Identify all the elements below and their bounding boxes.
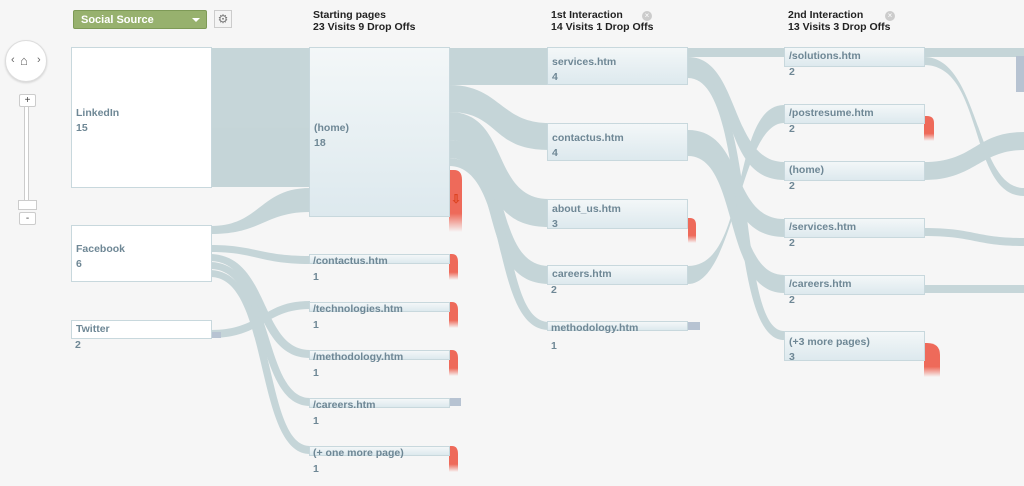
page-node-more-pages[interactable]: (+3 more pages) 3 bbox=[784, 331, 925, 363]
node-label: /services.htm bbox=[789, 221, 857, 233]
column-summary: 13 Visits 3 Drop Offs bbox=[788, 21, 891, 33]
page-node-home-2nd[interactable]: (home) bbox=[784, 161, 925, 181]
page-node-postresume[interactable]: /postresume.htm bbox=[784, 104, 925, 124]
page-node-about-us[interactable]: about_us.htm 3 bbox=[547, 199, 688, 230]
node-label: /solutions.htm bbox=[789, 50, 861, 62]
zoom-out-button[interactable]: - bbox=[19, 212, 36, 225]
node-count: 2 bbox=[75, 339, 81, 351]
node-count: 4 bbox=[552, 71, 558, 83]
node-label: Twitter bbox=[76, 323, 110, 335]
dimension-label: Social Source bbox=[81, 14, 154, 26]
node-label: careers.htm bbox=[552, 268, 612, 280]
node-label: Facebook bbox=[76, 243, 126, 255]
node-count: 3 bbox=[789, 351, 795, 363]
node-label: /careers.htm bbox=[313, 399, 376, 411]
node-count: 2 bbox=[789, 123, 795, 135]
page-node-methodology-1st[interactable] bbox=[547, 321, 688, 331]
zoom-slider-track[interactable] bbox=[24, 104, 29, 206]
drop-off-arrow-icon[interactable]: ⇩ bbox=[451, 192, 462, 206]
node-label: (+3 more pages) bbox=[789, 336, 870, 348]
zoom-slider-handle[interactable] bbox=[18, 200, 37, 210]
node-count: 4 bbox=[552, 147, 558, 159]
close-column-2-icon[interactable]: × bbox=[885, 11, 895, 21]
node-count: 1 bbox=[313, 367, 319, 379]
column-header-2nd-interaction: 2nd Interaction 13 Visits 3 Drop Offs bbox=[788, 9, 891, 33]
node-count: 2 bbox=[789, 237, 795, 249]
node-count: 6 bbox=[76, 258, 82, 270]
column-summary: 14 Visits 1 Drop Offs bbox=[551, 21, 654, 33]
dimension-select[interactable]: Social Source bbox=[73, 10, 207, 29]
page-node-services[interactable]: services.htm 4 bbox=[547, 47, 688, 85]
node-label: (home) bbox=[314, 122, 349, 134]
node-count: 2 bbox=[789, 66, 795, 78]
pan-right-icon[interactable]: › bbox=[37, 54, 41, 66]
node-label: methodology.htm bbox=[551, 322, 639, 334]
node-count: 18 bbox=[314, 137, 326, 149]
node-label: LinkedIn bbox=[76, 107, 120, 119]
zoom-in-button[interactable]: + bbox=[19, 94, 36, 107]
node-label: contactus.htm bbox=[552, 132, 624, 144]
node-count: 3 bbox=[552, 218, 558, 230]
node-label: /contactus.htm bbox=[313, 255, 388, 267]
page-node-careers-1st[interactable]: careers.htm bbox=[547, 265, 688, 285]
node-label: (+ one more page) bbox=[313, 447, 404, 459]
node-label: /technologies.htm bbox=[313, 303, 403, 315]
node-count: 2 bbox=[789, 180, 795, 192]
chevron-down-icon bbox=[192, 18, 200, 22]
gear-icon: ⚙ bbox=[217, 12, 229, 26]
column-header-1st-interaction: 1st Interaction 14 Visits 1 Drop Offs bbox=[551, 9, 654, 33]
page-node-careers[interactable] bbox=[309, 398, 450, 408]
node-count: 2 bbox=[789, 294, 795, 306]
node-count: 2 bbox=[551, 284, 557, 296]
page-node-careers-2nd[interactable]: /careers.htm bbox=[784, 275, 925, 295]
node-count: 15 bbox=[76, 122, 88, 134]
page-node-technologies[interactable] bbox=[309, 302, 450, 312]
page-node-home[interactable]: (home) 18 bbox=[309, 47, 450, 217]
source-node-linkedin[interactable]: LinkedIn 15 bbox=[71, 47, 212, 188]
column-summary: 23 Visits 9 Drop Offs bbox=[313, 21, 416, 33]
source-node-facebook[interactable]: Facebook 6 bbox=[71, 225, 212, 282]
close-column-1-icon[interactable]: × bbox=[642, 11, 652, 21]
source-node-twitter[interactable]: Twitter bbox=[71, 320, 212, 339]
page-node-one-more-page[interactable] bbox=[309, 446, 450, 456]
node-count: 1 bbox=[313, 463, 319, 475]
pan-control: ‹ ⌂ › bbox=[5, 40, 47, 82]
node-count: 1 bbox=[313, 319, 319, 331]
node-count: 1 bbox=[551, 340, 557, 352]
page-node-methodology[interactable] bbox=[309, 350, 450, 360]
column-title: Starting pages bbox=[313, 9, 386, 21]
node-label: (home) bbox=[789, 164, 824, 176]
column-title: 2nd Interaction bbox=[788, 9, 864, 21]
page-node-contactus-1st[interactable]: contactus.htm 4 bbox=[547, 123, 688, 161]
node-label: about_us.htm bbox=[552, 203, 621, 215]
page-node-contactus[interactable] bbox=[309, 254, 450, 264]
pan-left-icon[interactable]: ‹ bbox=[11, 54, 15, 66]
node-count: 1 bbox=[313, 415, 319, 427]
column-title: 1st Interaction bbox=[551, 9, 623, 21]
page-node-services-2nd[interactable]: /services.htm bbox=[784, 218, 925, 238]
node-label: /postresume.htm bbox=[789, 107, 874, 119]
node-label: /methodology.htm bbox=[313, 351, 404, 363]
node-label: services.htm bbox=[552, 56, 617, 68]
settings-button[interactable]: ⚙ bbox=[214, 10, 232, 28]
column-header-starting-pages: Starting pages 23 Visits 9 Drop Offs bbox=[313, 9, 416, 33]
node-count: 1 bbox=[313, 271, 319, 283]
home-icon[interactable]: ⌂ bbox=[20, 53, 28, 68]
page-node-solutions[interactable]: /solutions.htm bbox=[784, 47, 925, 67]
node-label: /careers.htm bbox=[789, 278, 852, 290]
